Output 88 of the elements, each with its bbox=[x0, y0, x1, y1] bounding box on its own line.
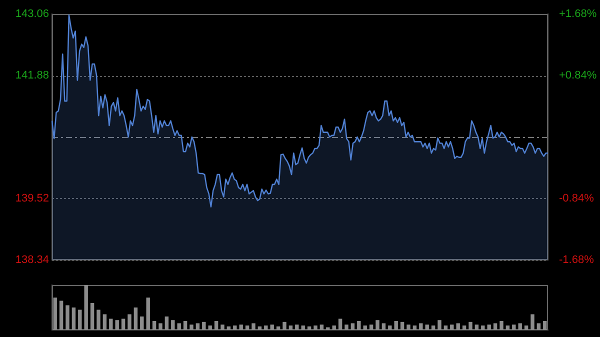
bar bbox=[214, 321, 218, 330]
bar bbox=[474, 324, 479, 330]
bar bbox=[536, 323, 541, 330]
bar bbox=[500, 321, 504, 330]
bar bbox=[239, 324, 243, 330]
bar bbox=[270, 324, 274, 330]
bar bbox=[177, 323, 181, 330]
bar bbox=[301, 326, 305, 330]
bar bbox=[152, 321, 156, 330]
bar bbox=[307, 326, 312, 330]
bar bbox=[134, 308, 138, 330]
bar bbox=[258, 326, 262, 330]
y2-tick-label: -0.84% bbox=[559, 192, 594, 205]
bar bbox=[524, 326, 528, 330]
bar bbox=[450, 324, 454, 330]
bar bbox=[115, 320, 119, 330]
bar bbox=[72, 308, 76, 330]
bar bbox=[276, 326, 280, 330]
bar bbox=[530, 314, 534, 330]
bar bbox=[382, 323, 386, 330]
bar bbox=[295, 324, 299, 330]
bar bbox=[444, 326, 448, 330]
bar bbox=[158, 323, 162, 330]
bar bbox=[252, 323, 256, 330]
bar bbox=[481, 326, 485, 330]
bar bbox=[90, 303, 94, 330]
bar bbox=[102, 314, 107, 330]
bar bbox=[369, 324, 374, 330]
bar bbox=[326, 327, 330, 330]
bar bbox=[468, 322, 472, 330]
bar bbox=[493, 323, 498, 330]
y-tick-label: 141.88 bbox=[15, 70, 49, 82]
bar bbox=[376, 320, 380, 330]
bar bbox=[506, 326, 510, 330]
bar bbox=[344, 324, 348, 330]
y-tick-label: 139.52 bbox=[15, 192, 49, 205]
bar bbox=[202, 322, 206, 330]
y-tick-label: 143.06 bbox=[15, 8, 49, 20]
bar bbox=[462, 326, 466, 330]
bar bbox=[512, 324, 516, 330]
bar bbox=[140, 316, 144, 330]
bar bbox=[487, 324, 491, 330]
bar bbox=[164, 316, 169, 330]
bar bbox=[264, 326, 268, 330]
bar bbox=[109, 318, 113, 330]
y2-tick-label: -1.68% bbox=[559, 254, 594, 266]
bar bbox=[183, 321, 188, 330]
bar bbox=[543, 321, 547, 330]
bar bbox=[96, 310, 100, 330]
bar bbox=[406, 324, 410, 330]
bar bbox=[190, 324, 194, 330]
bar bbox=[332, 326, 336, 330]
bar bbox=[363, 326, 367, 330]
bar bbox=[518, 323, 522, 330]
bar bbox=[320, 324, 324, 330]
bar bbox=[78, 310, 82, 330]
bar bbox=[84, 285, 88, 330]
y2-tick-label: +1.68% bbox=[559, 8, 597, 20]
bar bbox=[400, 322, 404, 330]
bar bbox=[288, 326, 293, 330]
bar bbox=[208, 326, 212, 330]
bar bbox=[394, 321, 398, 330]
bar bbox=[431, 326, 436, 330]
bar bbox=[66, 305, 70, 330]
bar bbox=[314, 326, 318, 330]
bar bbox=[226, 326, 231, 330]
bar bbox=[425, 324, 429, 330]
bar bbox=[220, 324, 224, 330]
bar bbox=[438, 320, 442, 330]
bar bbox=[196, 323, 200, 330]
bar bbox=[59, 300, 64, 330]
bar bbox=[128, 314, 132, 330]
bar bbox=[350, 323, 355, 330]
bar bbox=[171, 320, 175, 330]
bar bbox=[419, 323, 423, 330]
bar bbox=[121, 318, 126, 330]
y-tick-label: 138.34 bbox=[15, 254, 49, 266]
bar bbox=[456, 323, 460, 330]
bar bbox=[388, 326, 392, 330]
bar bbox=[357, 321, 361, 330]
bar bbox=[245, 326, 250, 330]
bar bbox=[146, 298, 150, 330]
bar bbox=[233, 326, 237, 330]
bar bbox=[338, 318, 342, 330]
bar bbox=[53, 298, 57, 330]
bar bbox=[412, 326, 417, 330]
bar bbox=[282, 322, 286, 330]
y2-tick-label: +0.84% bbox=[559, 70, 597, 82]
